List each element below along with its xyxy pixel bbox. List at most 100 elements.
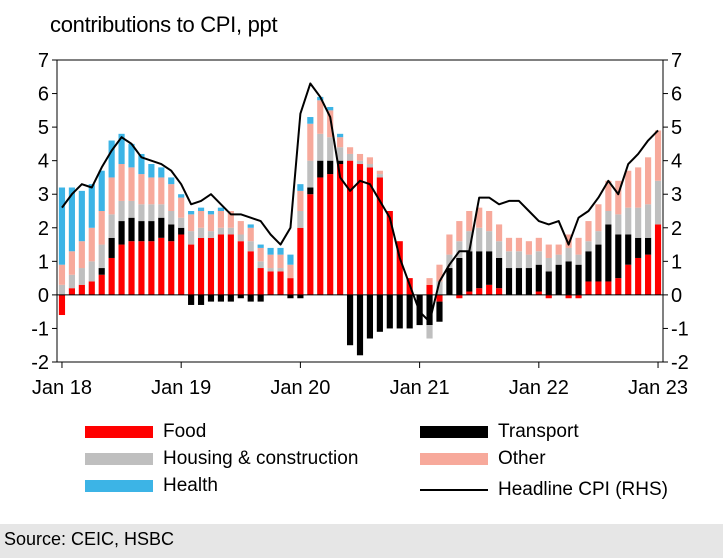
legend-item-headline: Headline CPI (RHS) [420, 479, 668, 501]
bar-segment-other [128, 167, 135, 201]
bar-segment-housing-construction [645, 204, 652, 238]
bar-segment-transport [436, 301, 443, 322]
x-tick-label: Jan 22 [509, 377, 569, 399]
bar-segment-health [58, 187, 66, 265]
y-tick-label-left: 1 [38, 251, 49, 273]
bar-segment-housing-construction [88, 261, 95, 282]
bar-segment-transport [257, 294, 264, 302]
bar-segment-transport [496, 257, 503, 289]
x-tick-label: Jan 21 [390, 377, 450, 399]
bar-segment-transport [386, 294, 393, 329]
bar-segment-housing-construction [197, 227, 205, 238]
bar-segment-food [58, 294, 66, 316]
x-tick-label: Jan 18 [32, 377, 92, 399]
bar-segment-housing-construction [158, 204, 165, 218]
y-tick-label-right: 7 [671, 50, 682, 72]
bar-segment-housing-construction [98, 244, 105, 269]
bar-segment-health [118, 133, 125, 165]
bar-segment-other [645, 157, 652, 205]
bar-segment-housing-construction [535, 251, 542, 265]
legend-swatch-headline [420, 489, 488, 491]
bar-segment-transport [217, 294, 224, 302]
bar-segment-transport [307, 187, 314, 195]
bar-segment-transport [118, 221, 125, 245]
legend-swatch-other [420, 453, 488, 465]
bar-segment-food [466, 291, 473, 295]
bar-segment-transport [227, 294, 234, 302]
bar-segment-health [138, 153, 145, 175]
bar-segment-health [257, 244, 264, 248]
y-tick-label-left: -2 [31, 352, 49, 374]
bar-segment-other [227, 211, 234, 228]
bar-segment-food [545, 294, 552, 299]
bar-segment-other [476, 207, 483, 228]
bar-segment-other [486, 211, 493, 232]
bar-segment-food [138, 241, 145, 295]
bar-segment-other [267, 254, 274, 269]
bar-segment-health [78, 190, 85, 242]
bar-segment-housing-construction [515, 251, 523, 269]
bar-segment-transport [505, 268, 513, 295]
bar-segment-food [168, 241, 175, 295]
bar-segment-other [217, 211, 224, 228]
bar-segment-transport [317, 160, 324, 178]
bar-segment-housing-construction [446, 254, 453, 269]
bar-segment-other [108, 177, 115, 215]
bar-segment-other [346, 147, 354, 154]
bar-segment-housing-construction [247, 241, 254, 252]
bar-segment-health [68, 187, 75, 252]
bar-segment-other [366, 157, 374, 165]
bar-segment-other [356, 153, 364, 161]
bar-segment-transport [168, 224, 175, 242]
y-tick-label-left: 5 [38, 117, 49, 139]
bar-segment-other [545, 244, 552, 258]
legend-label-transport: Transport [498, 421, 579, 442]
bar-segment-other [307, 123, 314, 161]
bar-segment-other [585, 221, 592, 242]
cpi-chart: -2 -1 0 1 2 3 4 5 6 7 -2 -1 0 1 2 3 4 5 6 7 Jan 18 Jan 19 Jan … [31, 50, 689, 399]
bar-segment-other [575, 237, 582, 255]
bar-segment-other [197, 211, 205, 228]
bar-segment-housing-construction [625, 207, 632, 235]
source-note: Source: CEIC, HSBC [0, 524, 723, 558]
bar-segment-food [426, 284, 433, 295]
bar-segment-housing-construction [217, 227, 224, 235]
bar-segment-other [237, 221, 244, 235]
bar-segment-housing-construction [148, 204, 155, 222]
bar-segment-other [88, 227, 95, 262]
bar-segment-food [396, 241, 403, 295]
bar-segment-health [277, 247, 284, 255]
legend-swatch-housing [85, 453, 153, 465]
bar-segment-housing-construction [138, 204, 145, 222]
bar-segment-housing-construction [207, 231, 215, 238]
bar-segment-food [456, 294, 463, 299]
bar-segment-housing-construction [426, 325, 433, 339]
bar-segment-housing-construction [466, 231, 473, 252]
bar-segment-other [148, 177, 155, 205]
y-tick-label-left: 3 [38, 184, 49, 206]
y-tick-label-left: 2 [38, 218, 49, 240]
x-tick-label: Jan 23 [628, 377, 688, 399]
bar-segment-food [337, 164, 344, 295]
bar-segment-other [78, 241, 85, 269]
bar-segment-transport [595, 244, 602, 282]
bar-segment-health [297, 184, 304, 191]
bar-segment-other [327, 110, 334, 138]
bar-segment-other [317, 100, 324, 134]
bar-segment-transport [456, 257, 463, 295]
bar-segment-health [337, 133, 344, 138]
bar-segment-other [515, 237, 523, 252]
bar-segment-health [267, 247, 274, 255]
bar-segment-food [307, 194, 314, 295]
headline-cpi-line [61, 82, 659, 323]
bar-segment-transport [148, 221, 155, 242]
bar-segment-other [426, 278, 433, 285]
y-tick-label-right: 0 [671, 285, 682, 307]
bar-segment-food [148, 241, 155, 295]
bar-segment-health [188, 211, 195, 215]
bar-segment-other [456, 221, 463, 242]
bar-segment-health [287, 254, 294, 265]
bar-segment-transport [287, 294, 294, 299]
bar-segment-other [505, 237, 513, 252]
bar-segment-food [88, 281, 95, 295]
